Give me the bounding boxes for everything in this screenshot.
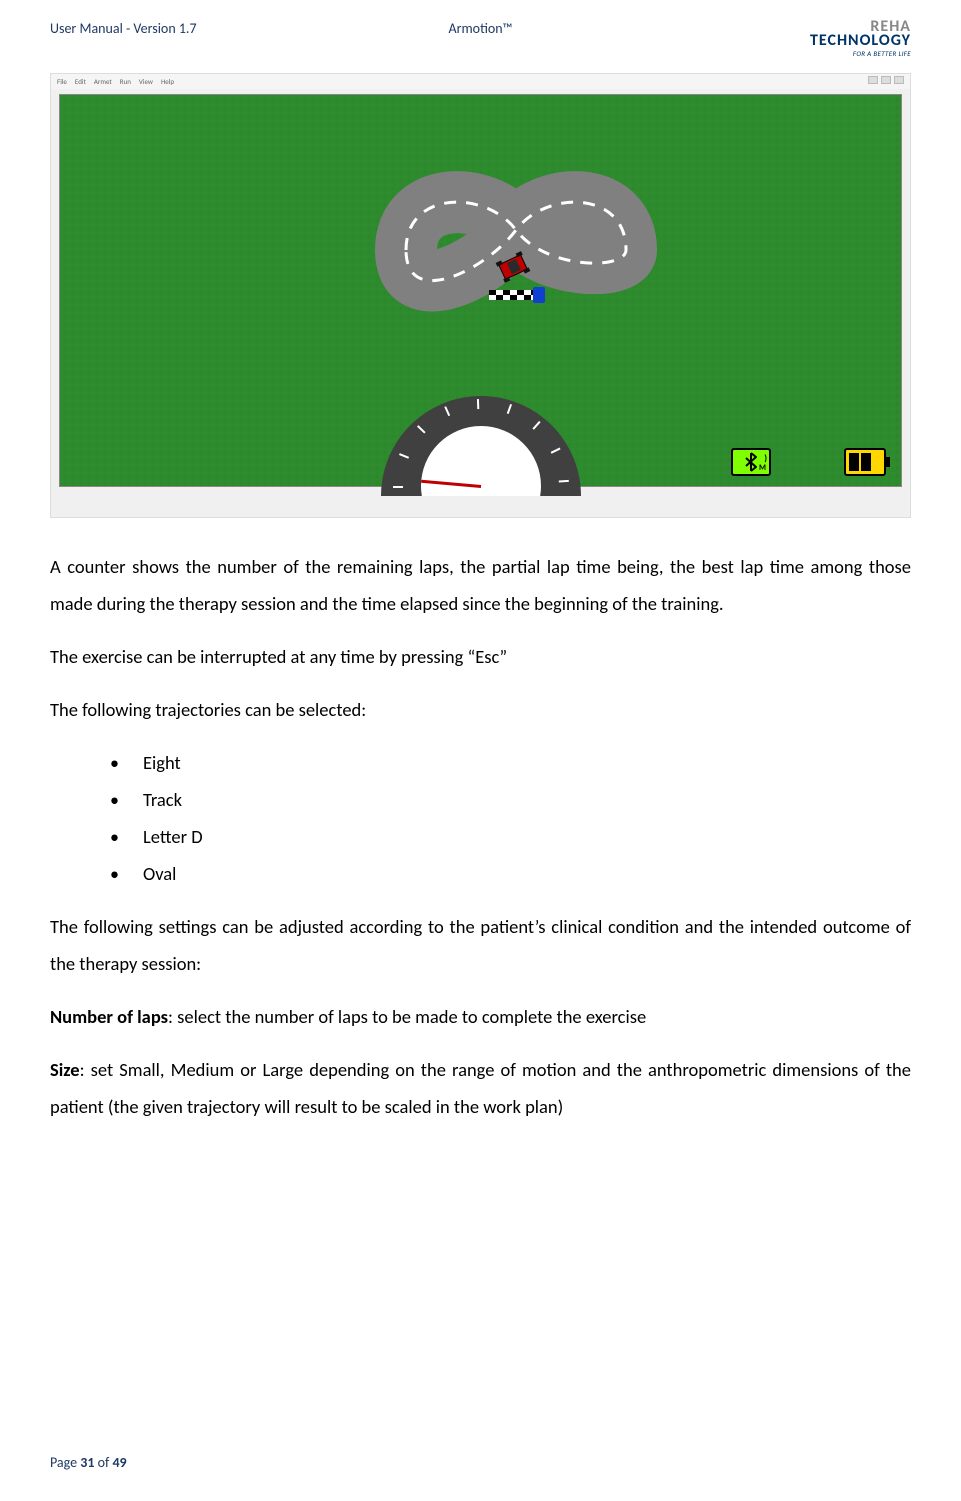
page-footer: Page 31 of 49 [50,1454,127,1471]
figure-eight-track [291,135,671,365]
handle-cursor [533,287,545,303]
paragraph-counter: A counter shows the number of the remain… [50,548,911,622]
minimize-button[interactable] [868,76,878,84]
trajectory-item: Letter D [110,818,911,855]
trajectory-item: Oval [110,855,911,892]
size-text: : set Small, Medium or Large depending o… [50,1058,911,1118]
header-logo: REHA TECHNOLOGY FOR A BETTER LIFE [810,20,911,58]
laps-label: Number of laps [50,1005,168,1028]
paragraph-laps: Number of laps: select the number of lap… [50,998,911,1035]
footer-mid: of [94,1454,112,1471]
footer-total-pages: 49 [112,1454,126,1471]
header-version: User Manual - Version 1.7 [50,20,197,37]
page-header: User Manual - Version 1.7 Armotion™ REHA… [50,20,911,58]
battery-status-icon [844,448,886,476]
maximize-button[interactable] [881,76,891,84]
app-menubar: File Edit Armet Run View Help [51,74,910,89]
logo-part-b: TECHNOLOGY [810,31,911,50]
header-product: Armotion™ [449,20,513,37]
menu-help[interactable]: Help [161,77,174,86]
paragraph-esc: The exercise can be interrupted at any t… [50,638,911,675]
footer-current-page: 31 [80,1454,94,1471]
trajectory-item: Eight [110,744,911,781]
menu-file[interactable]: File [57,77,67,86]
app-screenshot: File Edit Armet Run View Help [50,73,911,518]
menu-run[interactable]: Run [120,77,131,86]
bluetooth-status-icon: M ) [731,448,771,476]
menu-view[interactable]: View [139,77,153,86]
menu-armet[interactable]: Armet [94,77,112,86]
speedometer-gauge [381,396,581,496]
paragraph-trajectories-intro: The following trajectories can be select… [50,691,911,728]
menu-edit[interactable]: Edit [75,77,86,86]
size-label: Size [50,1058,80,1081]
paragraph-size: Size: set Small, Medium or Large dependi… [50,1051,911,1125]
paragraph-settings-intro: The following settings can be adjusted a… [50,908,911,982]
trajectory-item: Track [110,781,911,818]
laps-text: : select the number of laps to be made t… [168,1005,646,1028]
window-controls [868,76,904,84]
body-text: A counter shows the number of the remain… [50,548,911,1125]
trajectory-list: Eight Track Letter D Oval [110,744,911,892]
game-canvas: M ) [59,94,902,487]
close-button[interactable] [894,76,904,84]
footer-prefix: Page [50,1454,80,1471]
